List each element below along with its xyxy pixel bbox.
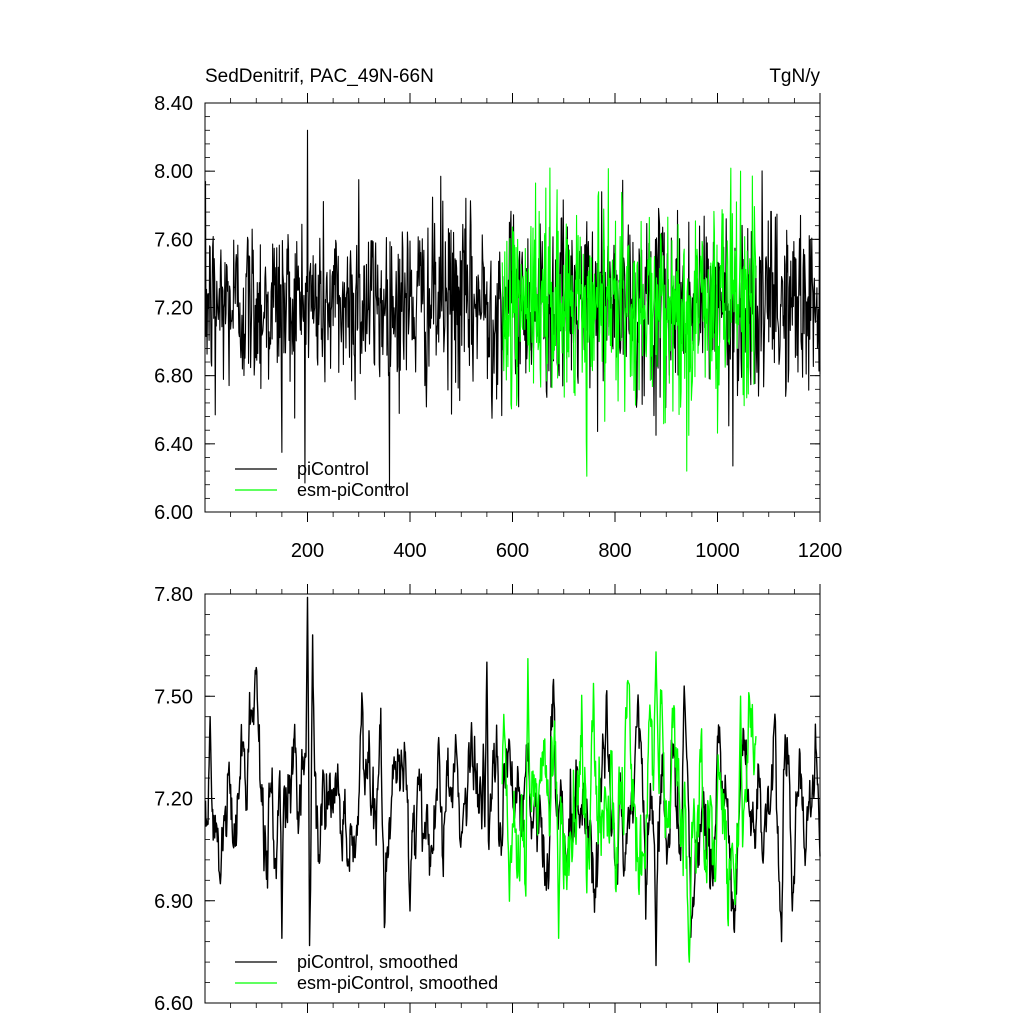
top-plot-area [204, 129, 821, 491]
y-tick-label: 6.90 [154, 891, 193, 913]
y-tick-label: 8.40 [154, 93, 193, 115]
y-tick-label: 7.60 [154, 229, 193, 251]
bottom-plot-area [204, 596, 821, 967]
top-panel: SedDenitrif, PAC_49N-66N TgN/y 6.006.406… [154, 66, 842, 562]
y-tick-label: 6.40 [154, 434, 193, 456]
series-line-picontrol-smoothed [204, 596, 821, 967]
bottom-panel: 6.60 6.90 7.20 7.50 7.80 piControl, smoothed… [154, 584, 821, 1015]
series-line-esm-picontrol [501, 167, 757, 477]
top-legend: piControl esm-piControl [235, 459, 409, 500]
y-tick-label: 6.00 [154, 502, 193, 524]
bottom-axes: 6.60 6.90 7.20 7.50 7.80 [154, 584, 821, 1015]
y-tick-label: 7.20 [154, 298, 193, 320]
top-plot-frame [204, 102, 821, 513]
bottom-legend: piControl, smoothed esm-piControl, smoot… [235, 952, 498, 993]
x-tick-label: 400 [393, 540, 426, 562]
x-tick-label: 1000 [695, 540, 740, 562]
top-axes: 6.00 6.40 6.80 7.20 7.60 8.00 8.40 200 400 600 800… [154, 93, 842, 562]
legend-label-esm-picontrol: esm-piControl [297, 480, 409, 500]
y-tick-label: 6.60 [154, 993, 193, 1015]
y-tick-label: 6.80 [154, 366, 193, 388]
x-tick-label: 600 [496, 540, 529, 562]
chart-title: SedDenitrif, PAC_49N-66N [205, 66, 434, 87]
legend-label-esm-picontrol-smoothed: esm-piControl, smoothed [297, 973, 498, 993]
x-tick-label: 200 [291, 540, 324, 562]
x-tick-label: 1200 [798, 540, 843, 562]
legend-label-picontrol: piControl [297, 459, 369, 479]
series-line-esm-picontrol-smoothed [501, 651, 757, 963]
x-tick-label: 800 [598, 540, 631, 562]
bottom-plot-frame [204, 593, 821, 1004]
y-tick-label: 7.50 [154, 686, 193, 708]
units-label: TgN/y [769, 66, 820, 87]
legend-label-picontrol-smoothed: piControl, smoothed [297, 952, 458, 972]
y-tick-label: 8.00 [154, 161, 193, 183]
y-tick-label: 7.80 [154, 584, 193, 606]
y-tick-label: 7.20 [154, 789, 193, 811]
